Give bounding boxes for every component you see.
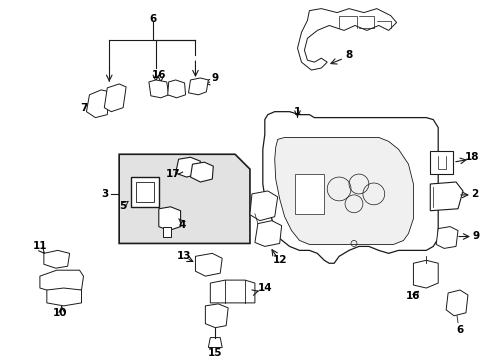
- Text: 8: 8: [345, 50, 352, 60]
- Polygon shape: [435, 226, 457, 248]
- Polygon shape: [205, 304, 228, 328]
- Polygon shape: [254, 221, 281, 246]
- Polygon shape: [104, 84, 126, 112]
- Text: 6: 6: [149, 14, 156, 23]
- Polygon shape: [163, 226, 170, 237]
- Polygon shape: [190, 162, 213, 182]
- Polygon shape: [208, 338, 222, 347]
- Text: 9: 9: [211, 73, 219, 83]
- Text: 15: 15: [207, 348, 222, 359]
- Text: 11: 11: [33, 242, 47, 251]
- Text: 13: 13: [176, 251, 190, 261]
- Text: 4: 4: [179, 220, 186, 230]
- Polygon shape: [294, 174, 324, 214]
- Polygon shape: [297, 9, 396, 70]
- Polygon shape: [262, 112, 437, 263]
- Text: 17: 17: [165, 169, 180, 179]
- Polygon shape: [44, 250, 69, 268]
- Polygon shape: [148, 80, 168, 98]
- Text: 18: 18: [464, 152, 478, 162]
- Polygon shape: [119, 154, 249, 243]
- Text: 7: 7: [80, 103, 87, 113]
- Text: 6: 6: [455, 325, 463, 335]
- Text: 10: 10: [52, 308, 67, 318]
- Polygon shape: [167, 80, 185, 98]
- Text: 2: 2: [470, 189, 478, 199]
- Polygon shape: [274, 138, 412, 244]
- Text: 12: 12: [272, 255, 286, 265]
- Polygon shape: [412, 260, 437, 288]
- Polygon shape: [249, 191, 277, 221]
- Polygon shape: [188, 78, 208, 95]
- Polygon shape: [131, 177, 159, 207]
- Text: 16: 16: [406, 291, 420, 301]
- Polygon shape: [159, 207, 180, 230]
- Polygon shape: [136, 182, 154, 202]
- Text: 5: 5: [119, 201, 126, 211]
- Text: 9: 9: [471, 230, 478, 240]
- Polygon shape: [210, 280, 254, 303]
- Polygon shape: [445, 290, 467, 316]
- Text: 3: 3: [102, 189, 109, 199]
- Text: 14: 14: [257, 283, 271, 293]
- Polygon shape: [429, 151, 452, 174]
- Polygon shape: [40, 270, 83, 293]
- Text: 16: 16: [151, 70, 166, 80]
- Polygon shape: [175, 157, 200, 177]
- Polygon shape: [47, 288, 81, 306]
- Polygon shape: [429, 182, 462, 211]
- Polygon shape: [195, 253, 222, 276]
- Polygon shape: [86, 90, 109, 118]
- Text: 1: 1: [293, 107, 301, 117]
